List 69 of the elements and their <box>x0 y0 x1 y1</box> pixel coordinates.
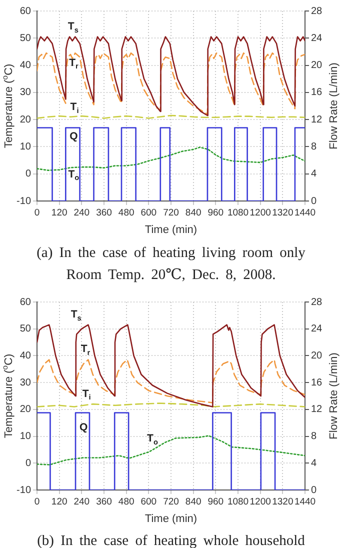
x-tick-label: 240 <box>74 207 90 218</box>
y2-tick-label: 8 <box>311 141 317 152</box>
y-tick-label: 0 <box>25 458 32 469</box>
y-tick-label: 50 <box>20 324 32 335</box>
text: (a) In the case of heating living room only Room Temp. 20℃, Dec. 8, 2008. <box>36 244 306 285</box>
y2-tick-label: 24 <box>311 324 323 335</box>
x-tick-label: 600 <box>140 207 157 218</box>
x-tick-label: 1440 <box>294 496 316 508</box>
x-tick-label: 600 <box>140 496 157 508</box>
x-tick-label: 720 <box>163 207 179 218</box>
x-tick-label: 840 <box>185 496 202 508</box>
y-tick-label: -10 <box>16 196 32 207</box>
y-tick-label: 10 <box>20 141 32 152</box>
x-tick-label: 0 <box>34 496 40 508</box>
y-tick-label: 40 <box>20 350 32 362</box>
y-tick-label: 30 <box>20 377 32 388</box>
y2-tick-label: 8 <box>311 431 317 442</box>
x-tick-label: 960 <box>208 496 224 508</box>
line-series <box>37 359 305 404</box>
y-tick-label: 60 <box>20 6 32 17</box>
y2-tick-label: 0 <box>311 196 317 207</box>
series-label: Q <box>70 130 78 143</box>
line-series <box>37 435 305 466</box>
text: (b) In the case of heating whole household <box>36 532 306 548</box>
x-tick-label: 1320 <box>272 496 294 508</box>
x-tick-label: 720 <box>163 496 179 508</box>
y2-tick-label: 28 <box>311 296 323 308</box>
x-tick-label: 360 <box>96 496 112 508</box>
x-axis-title: Time (min) <box>144 224 198 236</box>
y2-tick-label: 4 <box>311 458 317 469</box>
x-tick-label: 1080 <box>227 207 249 218</box>
x-tick-label: 120 <box>51 496 68 508</box>
y2-tick-label: 16 <box>311 87 323 98</box>
x-tick-label: 840 <box>185 207 202 218</box>
x-tick-label: 960 <box>208 207 224 218</box>
x-tick-label: 240 <box>74 496 90 508</box>
x-axis-title: Time (min) <box>144 513 198 526</box>
x-tick-label: 480 <box>118 496 134 508</box>
y-tick-label: 50 <box>20 32 32 44</box>
y-tick-label: 60 <box>20 296 32 308</box>
y2-axis-title: Flow Rate (L/min) <box>328 352 340 440</box>
y2-tick-label: 0 <box>311 484 317 496</box>
y2-tick-label: 20 <box>311 60 323 72</box>
y2-tick-label: 4 <box>311 168 317 180</box>
y-tick-label: 20 <box>20 114 32 126</box>
x-tick-label: 1200 <box>250 207 271 218</box>
y2-tick-label: 12 <box>311 404 323 416</box>
x-tick-label: 0 <box>34 207 40 218</box>
y2-tick-label: 12 <box>311 114 323 126</box>
y-tick-label: 0 <box>25 168 32 180</box>
y2-tick-label: 20 <box>311 350 323 362</box>
y2-tick-label: 16 <box>311 377 323 388</box>
y2-axis-title: Flow Rate (L/min) <box>328 62 340 150</box>
line-series <box>37 146 305 171</box>
x-tick-label: 480 <box>118 207 134 218</box>
y-tick-label: 40 <box>20 60 32 72</box>
x-tick-label: 1440 <box>294 207 316 218</box>
series-label: Q <box>80 422 88 434</box>
x-tick-label: 1080 <box>227 496 249 508</box>
y-tick-label: -10 <box>16 484 32 496</box>
y-tick-label: 20 <box>20 404 32 416</box>
y-tick-label: 10 <box>20 431 32 442</box>
y2-tick-label: 28 <box>311 6 323 17</box>
x-tick-label: 120 <box>51 207 68 218</box>
x-tick-label: 360 <box>96 207 112 218</box>
y2-tick-label: 24 <box>311 32 323 44</box>
x-tick-label: 1320 <box>272 207 294 218</box>
y-tick-label: 30 <box>20 87 32 98</box>
x-tick-label: 1200 <box>250 496 271 508</box>
